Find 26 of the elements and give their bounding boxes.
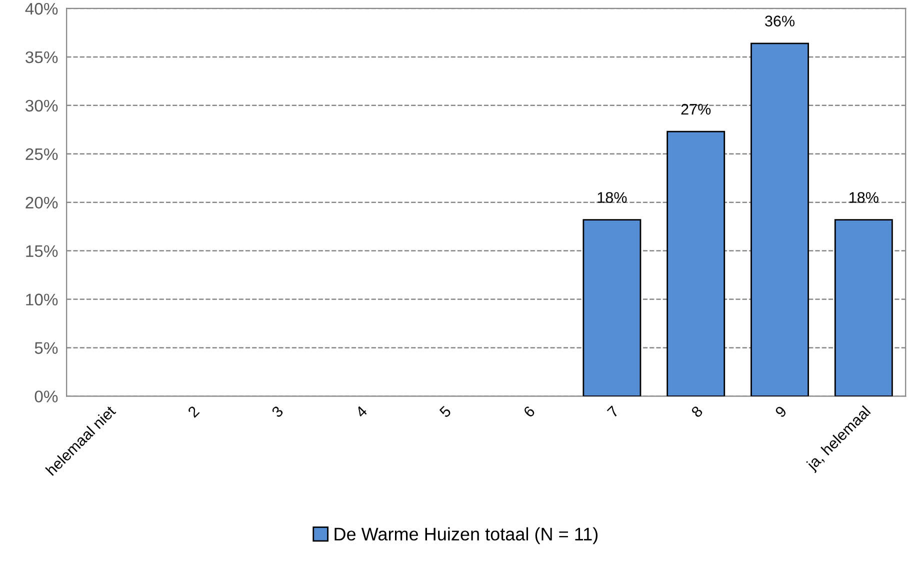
x-tick-label: 3 (271, 405, 284, 418)
bar (750, 42, 809, 396)
x-tick-label: 6 (522, 405, 536, 418)
x-tick-label: 5 (438, 405, 452, 418)
y-tick-label: 10% (26, 294, 58, 306)
legend-label: De Warme Huizen totaal (N = 11) (334, 527, 598, 544)
y-tick-label: 5% (34, 342, 58, 354)
x-tick-label: 4 (354, 405, 368, 418)
data-label: 18% (598, 192, 627, 203)
data-label: 27% (681, 104, 711, 115)
y-tick-label: 0% (34, 390, 58, 402)
bar (834, 219, 893, 396)
x-tick-label: 7 (606, 405, 620, 418)
bar (666, 130, 726, 396)
y-tick-label: 30% (26, 100, 58, 112)
data-label: 36% (765, 16, 795, 26)
x-tick-label: 2 (187, 405, 200, 418)
y-tick-label: 35% (26, 51, 58, 64)
data-label: 18% (850, 192, 878, 203)
y-tick-label: 40% (25, 2, 58, 15)
y-tick-label: 20% (26, 196, 58, 209)
bar (582, 219, 642, 396)
y-tick-label: 25% (26, 148, 58, 160)
x-tick-label: 9 (774, 405, 788, 418)
y-tick-label: 15% (26, 245, 58, 258)
x-tick-label: 8 (690, 405, 704, 418)
